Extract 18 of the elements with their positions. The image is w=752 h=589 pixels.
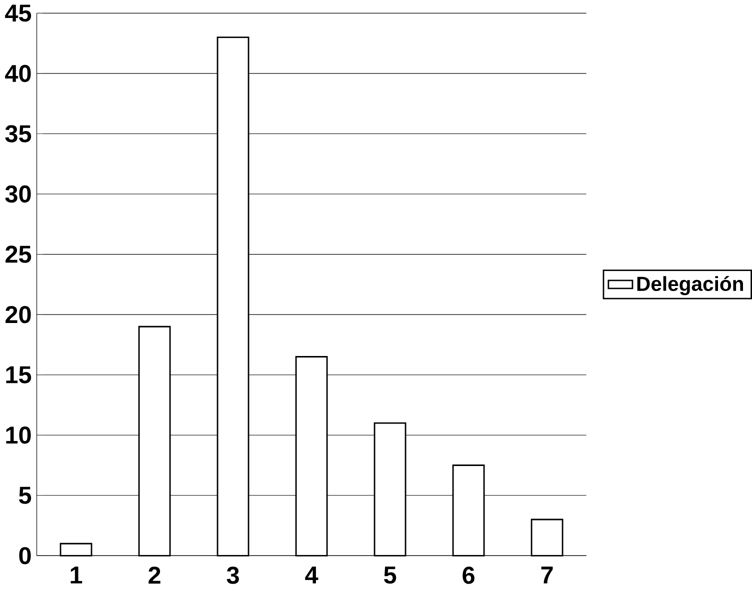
y-tick-label: 25: [6, 246, 32, 264]
x-tick-label: 3: [226, 566, 239, 584]
y-tick-label: 30: [5, 186, 31, 203]
y-tick-label: 45: [5, 4, 32, 22]
y-tick-label: 0: [19, 547, 31, 564]
y-tick-label: 10: [6, 426, 31, 444]
x-tick-label: 5: [384, 566, 396, 584]
y-tick-label: 40: [5, 65, 31, 82]
x-tick-label: 6: [462, 566, 474, 584]
y-tick-label: 35: [5, 125, 32, 143]
y-tick-label: 20: [6, 306, 31, 324]
y-tick-label: 5: [18, 487, 32, 504]
y-tick-label: 15: [6, 366, 32, 384]
legend-label: Delegación: [637, 276, 743, 296]
x-tick-label: 7: [541, 566, 553, 584]
x-tick-label: 4: [305, 566, 318, 584]
x-tick-label: 2: [148, 566, 160, 584]
x-tick-label: 1: [70, 566, 82, 584]
